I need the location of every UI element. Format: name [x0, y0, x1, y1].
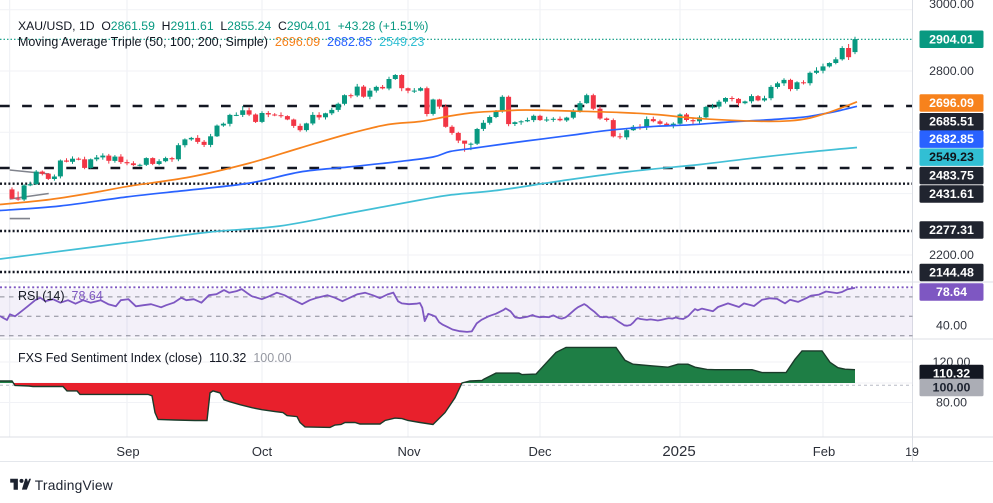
svg-text:2144.48: 2144.48 [929, 266, 974, 280]
svg-text:2431.61: 2431.61 [929, 187, 974, 201]
svg-text:Sep: Sep [116, 444, 139, 459]
svg-text:40.00: 40.00 [936, 319, 967, 333]
svg-text:Oct: Oct [252, 444, 273, 459]
svg-text:2800.00: 2800.00 [929, 64, 974, 78]
svg-text:78.64: 78.64 [936, 285, 967, 299]
svg-text:2696.09: 2696.09 [929, 96, 974, 110]
svg-text:2483.75: 2483.75 [929, 169, 974, 183]
svg-text:Nov: Nov [397, 444, 421, 459]
svg-text:2549.23: 2549.23 [929, 150, 974, 164]
svg-text:80.00: 80.00 [936, 396, 967, 410]
svg-text:2277.31: 2277.31 [929, 223, 974, 237]
svg-text:Feb: Feb [813, 444, 835, 459]
svg-text:3000.00: 3000.00 [929, 0, 974, 11]
svg-text:19: 19 [905, 445, 919, 459]
svg-text:2904.01: 2904.01 [929, 32, 974, 46]
svg-text:2685.51: 2685.51 [929, 115, 974, 129]
svg-text:FXS Fed Sentiment Index (close: FXS Fed Sentiment Index (close) 110.32 1… [18, 351, 292, 365]
svg-text:TradingView: TradingView [35, 478, 113, 493]
svg-text:100.00: 100.00 [933, 381, 971, 395]
svg-text:2025: 2025 [662, 443, 695, 460]
svg-text:2200.00: 2200.00 [929, 248, 974, 262]
svg-text:Dec: Dec [528, 444, 552, 459]
svg-text:XAU/USD, 1D O2861.59 H2911.6: XAU/USD, 1D O2861.59 H2911.61 L2855.24 C… [18, 19, 428, 33]
svg-text:2682.85: 2682.85 [929, 132, 974, 146]
svg-text:Moving Average Triple (50, 100: Moving Average Triple (50, 100, 200, Sim… [18, 35, 424, 49]
svg-text:RSI (14) 78.64: RSI (14) 78.64 [18, 289, 103, 303]
svg-text:110.32: 110.32 [933, 367, 970, 381]
